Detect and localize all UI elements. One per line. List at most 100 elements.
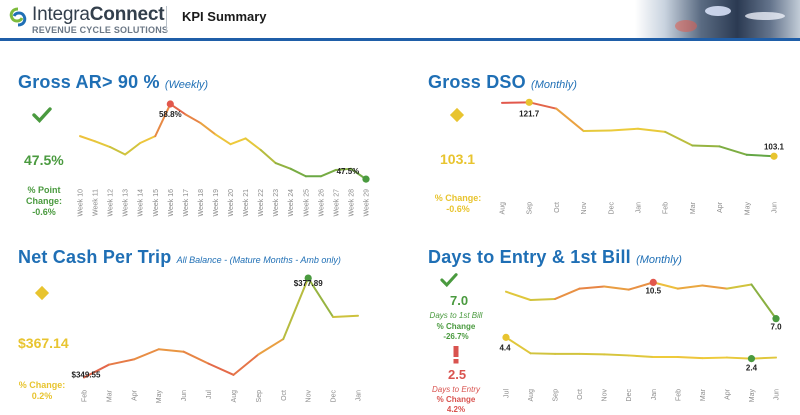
days-bill-data-label: 7.0 bbox=[770, 323, 782, 332]
days-bill-change-value: -26.7% bbox=[443, 332, 469, 341]
gross-ar-line-segment bbox=[319, 168, 337, 178]
check-icon bbox=[440, 273, 458, 288]
gross-ar-tick-label: Week 22 bbox=[258, 189, 265, 217]
days-entry-tick-label: Jan bbox=[651, 389, 658, 400]
net-cash-line-segment bbox=[332, 314, 359, 318]
gross-ar-tick-label: Week 18 bbox=[198, 189, 205, 217]
brand-name-regular: Integra bbox=[32, 4, 90, 25]
days-entry-label: Days to Entry bbox=[431, 385, 480, 394]
net-cash-tick-label: Apr bbox=[131, 389, 138, 401]
gross-ar-chart: 58.8% 47.5% Week 10 Week 11 Week 12 Week 13 We… bbox=[78, 100, 371, 217]
net-cash-line-segment bbox=[83, 363, 110, 379]
net-cash-line-segment bbox=[307, 277, 335, 318]
gross-ar-tick-label: Week 16 bbox=[168, 189, 175, 217]
days-bill-marker[interactable] bbox=[772, 315, 780, 323]
days-entry-chart: 10.5 7.0 4.4 2.4 Jul Aug Sep Oct Nov Dec Jan Feb Mar… bbox=[499, 278, 782, 403]
days-entry-change-label: % Change bbox=[436, 395, 476, 404]
days-bill-line-segment bbox=[725, 283, 753, 290]
days-entry-line-segment bbox=[627, 354, 655, 359]
gross-dso-marker[interactable] bbox=[525, 98, 533, 106]
gross-ar-tick-label: Week 28 bbox=[348, 189, 355, 217]
days-bill-block: Days to 1st Bill bbox=[428, 310, 484, 321]
days-bill-line-segment bbox=[529, 297, 557, 301]
brand-name: IntegraConnect bbox=[32, 4, 165, 26]
net-cash-chart: $349.55 $377.89 Feb Mar Apr May Jun Jul Aug Sep Oc… bbox=[72, 274, 363, 404]
gross-ar-title-text: Gross AR> 90 % bbox=[18, 72, 160, 92]
gross-ar-line-segment bbox=[214, 133, 232, 146]
net-cash-line-segment bbox=[257, 338, 285, 356]
days-entry-tick-label: Mar bbox=[700, 388, 707, 401]
net-cash-tick-label: Dec bbox=[331, 390, 338, 403]
net-cash-tick-label: Jun bbox=[181, 390, 188, 401]
gross-ar-tick-label: Week 23 bbox=[273, 189, 280, 217]
gross-ar-data-label: 47.5% bbox=[337, 167, 360, 176]
gross-ar-change-value: -0.6% bbox=[32, 207, 56, 217]
net-cash-tick-label: Jan bbox=[356, 390, 363, 401]
gross-dso-data-label: 121.7 bbox=[519, 109, 540, 118]
days-entry-tick-label: Sep bbox=[553, 389, 560, 402]
net-cash-title: Net Cash Per Trip All Balance - (Mature … bbox=[18, 247, 341, 268]
gross-ar-line-segment bbox=[199, 121, 217, 136]
days-bill-line-segment bbox=[652, 281, 679, 290]
gross-dso-tick-label: Jun bbox=[772, 202, 779, 213]
check-icon bbox=[32, 107, 52, 123]
gross-dso-tick-label: Oct bbox=[554, 202, 561, 213]
gross-ar-line-segment bbox=[334, 167, 352, 171]
gross-dso-tick-label: Aug bbox=[500, 202, 507, 215]
days-entry-marker[interactable] bbox=[747, 355, 756, 363]
net-cash-data-label: $377.89 bbox=[294, 279, 323, 288]
days-bill-data-label: 10.5 bbox=[645, 286, 661, 295]
days-bill-line-segment bbox=[505, 290, 532, 301]
brand-name-bold: Connect bbox=[89, 4, 165, 25]
gross-ar-change-label: % Point Change: bbox=[26, 185, 62, 206]
days-bill-line-segment bbox=[701, 284, 728, 290]
ambulance-photo bbox=[635, 0, 800, 38]
days-bill-line-segment bbox=[578, 285, 606, 290]
days-entry-tick-label: Nov bbox=[602, 389, 609, 402]
gross-ar-tick-label: Week 25 bbox=[303, 189, 310, 217]
net-cash-data-label: $349.55 bbox=[72, 370, 101, 379]
gross-ar-line-segment bbox=[154, 103, 172, 138]
days-bill-marker[interactable] bbox=[649, 278, 657, 286]
exclamation-icon bbox=[453, 346, 459, 364]
net-cash-value: $367.14 bbox=[18, 335, 69, 351]
gross-ar-marker[interactable] bbox=[362, 175, 370, 183]
days-entry-tick-label: Oct bbox=[577, 389, 584, 400]
gross-dso-line-segment bbox=[582, 129, 612, 133]
app-header: IntegraConnect REVENUE CYCLE SOLUTIONS K… bbox=[0, 0, 800, 38]
diamond-icon bbox=[34, 285, 50, 301]
gross-ar-tick-label: Week 11 bbox=[93, 189, 100, 216]
gross-ar-line-segment bbox=[139, 135, 157, 145]
gross-ar-tick-label: Week 21 bbox=[243, 189, 250, 217]
net-cash-tick-label: Sep bbox=[256, 390, 263, 403]
gross-dso-marker[interactable] bbox=[770, 152, 778, 160]
days-entry-block: Days to Entry bbox=[428, 384, 484, 395]
gross-dso-value: 103.1 bbox=[440, 151, 476, 167]
gross-dso-tick-label: Jan bbox=[636, 202, 643, 213]
net-cash-tick-label: Oct bbox=[281, 390, 288, 401]
net-cash-line-segment bbox=[182, 350, 210, 365]
gross-dso-tick-label: May bbox=[744, 202, 751, 215]
days-entry-line-segment bbox=[701, 356, 728, 360]
gross-ar-tick-label: Week 10 bbox=[78, 189, 85, 217]
net-cash-marker[interactable] bbox=[304, 274, 312, 282]
net-cash-title-text: Net Cash Per Trip bbox=[18, 247, 172, 267]
net-cash-line-segment bbox=[132, 348, 160, 361]
days-bill-line-segment bbox=[554, 287, 581, 300]
days-bill-line-segment bbox=[603, 285, 630, 291]
gross-dso-chart: 121.7 103.1 Aug Sep Oct Nov Dec Jan Feb Mar Apr May… bbox=[500, 98, 785, 215]
gross-ar-marker[interactable] bbox=[166, 100, 174, 108]
net-cash-tick-label: Mar bbox=[106, 389, 113, 402]
gross-dso-change: % Change: -0.6% bbox=[430, 193, 486, 215]
gross-ar-line-segment bbox=[184, 113, 202, 124]
days-entry-change: % Change 4.2% bbox=[428, 395, 484, 415]
net-cash-subtitle: All Balance - (Mature Months - Amb only) bbox=[176, 255, 341, 265]
page-title: KPI Summary bbox=[182, 9, 267, 24]
gross-dso-title-text: Gross DSO bbox=[428, 72, 526, 92]
net-cash-tick-label: May bbox=[156, 390, 163, 404]
days-entry-line-segment bbox=[603, 353, 630, 357]
days-entry-line-segment bbox=[505, 336, 532, 355]
days-entry-marker[interactable] bbox=[502, 333, 510, 341]
gross-dso-line-segment bbox=[637, 127, 667, 133]
days-entry-tick-label: May bbox=[749, 389, 756, 403]
